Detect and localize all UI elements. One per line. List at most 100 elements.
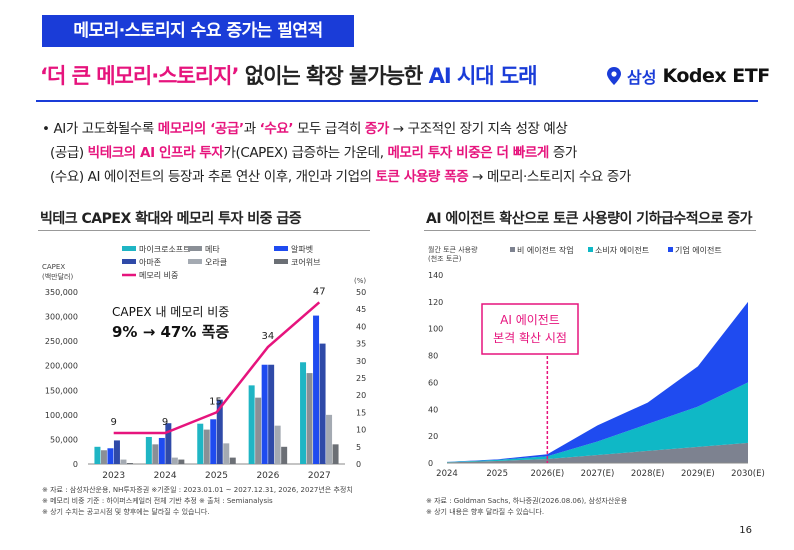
bar bbox=[165, 423, 172, 464]
memory-share-line bbox=[113, 301, 321, 435]
bullet-highlight: 빅테크의 AI 인프라 투자 bbox=[87, 145, 224, 161]
y2-tick-label: 20 bbox=[356, 391, 366, 400]
x-tick-label: 2026 bbox=[256, 471, 279, 481]
bullet-text: • AI가 고도화될수록 bbox=[42, 121, 158, 137]
bar bbox=[313, 315, 320, 464]
bar bbox=[113, 440, 120, 464]
bullet-text: (공급) bbox=[50, 145, 88, 161]
y-tick-label: 40 bbox=[428, 405, 438, 414]
brand-logo: 삼성 Kodex ETF bbox=[607, 64, 770, 88]
bar bbox=[306, 373, 313, 464]
right-chart-title: AI 에이전트 확산으로 토큰 사용량이 기하급수적으로 증가 bbox=[426, 211, 753, 227]
y-tick-label: 0 bbox=[73, 460, 78, 469]
line-data-label: 9 bbox=[111, 417, 117, 428]
y-tick-label: 200,000 bbox=[45, 362, 78, 371]
legend-label: 아마존 bbox=[139, 257, 161, 267]
bullet-2: (공급) 빅테크의 AI 인프라 투자가(CAPEX) 급증하는 가운데, 메모… bbox=[50, 141, 577, 161]
bar bbox=[261, 364, 268, 464]
bar bbox=[145, 436, 152, 464]
note-line: ※ 자료 : Goldman Sachs, 하나증권(2026.08.06), … bbox=[426, 497, 628, 505]
legend-label: 메모리 비중 bbox=[139, 271, 178, 280]
bullet-text: 과 bbox=[243, 121, 260, 137]
bullet-highlight: 토큰 사용량 폭증 bbox=[375, 169, 469, 185]
y-tick-label: 150,000 bbox=[45, 386, 78, 395]
line-data-label: 9 bbox=[162, 417, 168, 428]
bar bbox=[126, 463, 133, 464]
bar bbox=[197, 423, 204, 464]
bar bbox=[255, 397, 262, 464]
annotation-text-2: 본격 확산 시점 bbox=[493, 331, 567, 345]
headline: ‘더 큰 메모리·스토리지’ 없이는 확장 불가능한 AI 시대 도래 bbox=[40, 60, 538, 90]
bar bbox=[178, 459, 185, 464]
bar bbox=[274, 425, 281, 464]
annotation-text-1: AI 에이전트 bbox=[500, 313, 560, 327]
bar bbox=[332, 444, 339, 464]
y2-tick-label: 10 bbox=[356, 426, 366, 435]
legend-swatch bbox=[188, 246, 202, 251]
bar bbox=[229, 457, 236, 464]
bar bbox=[158, 437, 165, 464]
bar bbox=[120, 459, 127, 464]
legend-label: 오라클 bbox=[205, 258, 227, 267]
bar bbox=[319, 343, 326, 464]
right-chart-title-rule bbox=[424, 230, 756, 231]
y2-axis-title: (%) bbox=[354, 277, 366, 285]
bar bbox=[300, 362, 307, 464]
headline-middle: 없이는 확장 불가능한 bbox=[238, 64, 429, 88]
bullet-text: → 메모리·스토리지 수요 증가 bbox=[468, 169, 631, 185]
y2-tick-label: 30 bbox=[356, 357, 366, 366]
bar bbox=[248, 385, 255, 464]
legend-label: 마이크로소프트 bbox=[139, 244, 191, 254]
x-tick-label: 2028(E) bbox=[631, 469, 665, 479]
bullet-highlight: 메모리의 ‘공급’ bbox=[157, 121, 244, 137]
y-tick-label: 60 bbox=[428, 378, 438, 387]
x-tick-label: 2024 bbox=[154, 471, 177, 481]
page-number: 16 bbox=[739, 525, 752, 536]
left-chart-title: 빅테크 CAPEX 확대와 메모리 투자 비중 급증 bbox=[40, 211, 302, 227]
y2-tick-label: 40 bbox=[356, 322, 366, 331]
legend-label: 소비자 에이전트 bbox=[595, 245, 649, 255]
area-series bbox=[447, 301, 748, 463]
headline-highlight: ‘더 큰 메모리·스토리지’ bbox=[40, 64, 239, 88]
bar bbox=[326, 414, 333, 464]
legend-label: 비 에이전트 작업 bbox=[517, 245, 574, 255]
y-tick-label: 50,000 bbox=[50, 435, 78, 444]
y2-tick-label: 35 bbox=[356, 340, 366, 349]
bar bbox=[100, 450, 107, 464]
line-data-label: 34 bbox=[262, 331, 275, 342]
note-line: ※ 상기 내용은 향후 달라질 수 있습니다. bbox=[426, 508, 545, 516]
bullet-3: (수요) AI 에이전트의 등장과 추론 연산 이후, 개인과 기업의 토큰 사… bbox=[50, 165, 631, 185]
x-tick-label: 2027 bbox=[308, 471, 331, 481]
y-axis-title: (백만달러) bbox=[42, 272, 73, 281]
y-tick-label: 140 bbox=[428, 271, 443, 280]
annotation-box bbox=[481, 303, 579, 355]
header-divider bbox=[36, 100, 758, 102]
bar bbox=[216, 399, 223, 464]
location-pin-icon bbox=[607, 67, 621, 85]
legend-swatch bbox=[510, 247, 515, 252]
y-tick-label: 100 bbox=[428, 325, 443, 334]
right-chart-notes: ※ 자료 : Goldman Sachs, 하나증권(2026.08.06), … bbox=[426, 496, 627, 518]
note-line: ※ 메모리 비중 기준 : 하이퍼스케일러 전체 기반 추정 ※ 출처 : Se… bbox=[42, 497, 273, 505]
left-chart-title-rule bbox=[38, 230, 370, 231]
y2-tick-label: 50 bbox=[356, 288, 366, 297]
note-line: ※ 상기 수치는 공고시점 및 향후에는 달라질 수 있습니다. bbox=[42, 508, 210, 516]
token-usage-chart: 월간 토큰 사용량(천조 토큰) 비 에이전트 작업 소비자 에이전트 기업 에이전트… bbox=[428, 245, 765, 479]
bullet-text: 가(CAPEX) 급증하는 가운데, bbox=[223, 145, 388, 161]
y2-tick-label: 15 bbox=[356, 408, 366, 417]
y-axis-title: (천조 토큰) bbox=[428, 254, 462, 263]
callout-line-1: CAPEX 내 메모리 비중 bbox=[112, 305, 229, 319]
brand-kodex: Kodex ETF bbox=[662, 65, 770, 87]
y2-tick-label: 5 bbox=[356, 443, 361, 452]
bullet-text: 증가 bbox=[548, 145, 577, 161]
x-tick-label: 2029(E) bbox=[681, 469, 715, 479]
legend-swatch bbox=[188, 259, 202, 264]
x-tick-label: 2025 bbox=[205, 471, 228, 481]
bar bbox=[223, 443, 230, 464]
callout-line-2: 9% → 47% 폭증 bbox=[112, 323, 229, 341]
bar bbox=[152, 444, 159, 464]
area-series bbox=[447, 442, 748, 463]
line-data-label: 15 bbox=[209, 396, 222, 407]
legend-swatch bbox=[668, 247, 673, 252]
